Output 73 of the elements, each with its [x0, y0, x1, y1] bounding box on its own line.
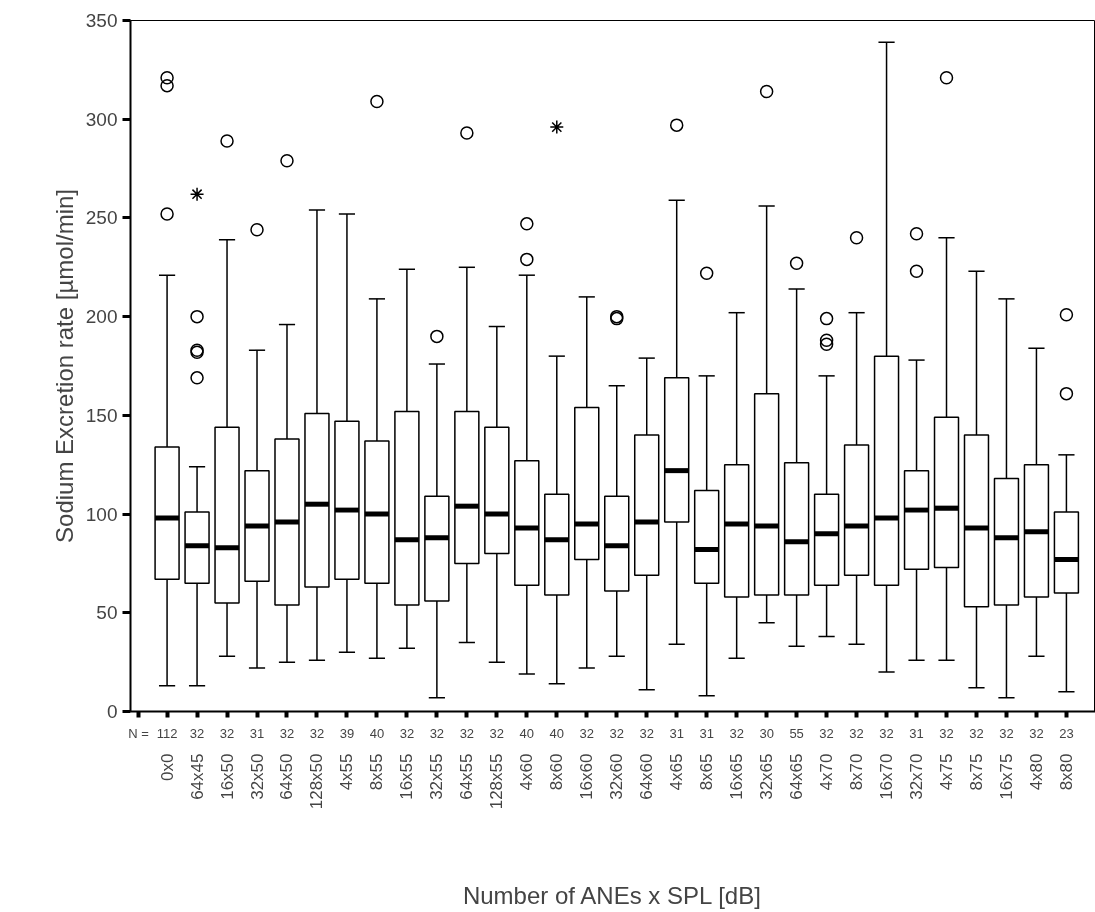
text: 32 — [999, 725, 1014, 741]
text: 23 — [1059, 725, 1074, 741]
y-tick-label: 50 — [96, 602, 118, 624]
text: 39 — [339, 725, 355, 741]
x-tick-label: 8x80 — [1056, 753, 1076, 791]
text: 32 — [459, 725, 475, 741]
text: 31 — [249, 725, 265, 741]
x-tick-label: 8x70 — [847, 753, 867, 791]
x-tick-label: 8x60 — [547, 753, 567, 791]
text: 32 — [1029, 725, 1044, 741]
x-tick-label: 16x75 — [996, 753, 1016, 800]
x-tick-label: 0x0 — [157, 753, 177, 781]
text: 32 — [399, 725, 415, 741]
text: 32 — [279, 725, 295, 741]
text: 55 — [789, 725, 804, 741]
x-tick-label: 8x75 — [966, 753, 986, 791]
x-tick-label: 32x65 — [757, 753, 777, 800]
x-tick-label: 32x70 — [907, 753, 927, 800]
x-tick-label: 4x80 — [1026, 753, 1046, 791]
text: 40 — [369, 725, 385, 741]
y-tick-label: 0 — [106, 701, 118, 722]
text: N = — [128, 725, 149, 741]
x-tick-label: 128x55 — [487, 753, 507, 810]
x-tick-label: 16x60 — [577, 753, 597, 800]
y-tick-label: 350 — [85, 10, 118, 31]
text: 32 — [189, 725, 205, 741]
text: 31 — [669, 725, 684, 741]
x-tick-label: 64x55 — [457, 753, 477, 800]
text: 32 — [639, 725, 654, 741]
text: 32 — [579, 725, 595, 741]
text: 40 — [519, 725, 535, 741]
text: 31 — [909, 725, 924, 741]
text: 32 — [879, 725, 894, 741]
text: 32 — [969, 725, 984, 741]
x-tick-label: 8x65 — [697, 753, 717, 791]
x-tick-label: 4x65 — [667, 753, 687, 791]
x-tick-label: 32x50 — [247, 753, 267, 800]
x-tick-label: 8x55 — [367, 753, 387, 791]
x-tick-label: 64x60 — [637, 753, 657, 800]
text: 32 — [849, 725, 864, 741]
x-tick-label: 64x50 — [277, 753, 297, 800]
x-tick-label: 32x55 — [427, 753, 447, 800]
text: 32 — [489, 725, 505, 741]
y-tick-label: 200 — [85, 306, 118, 328]
text: 30 — [759, 725, 774, 741]
text: 31 — [699, 725, 714, 741]
x-tick-label: 128x50 — [307, 753, 327, 810]
text: 40 — [549, 725, 565, 741]
x-tick-label: 16x65 — [727, 753, 747, 800]
y-tick-label: 100 — [85, 503, 118, 525]
text: 32 — [309, 725, 325, 741]
x-tick-label: 32x60 — [607, 753, 627, 800]
x-tick-label: 4x70 — [817, 753, 837, 791]
y-tick-label: 300 — [85, 108, 118, 130]
text: 32 — [819, 725, 834, 741]
text: 32 — [609, 725, 624, 741]
x-tick-label: 4x75 — [937, 753, 957, 791]
y-tick-label: 250 — [85, 207, 118, 229]
x-tick-label: 16x70 — [877, 753, 897, 800]
x-tick-label: 16x55 — [397, 753, 417, 800]
text: 32 — [939, 725, 954, 741]
x-axis-title: Number of ANEs x SPL [dB] — [462, 882, 761, 910]
x-tick-label: 4x60 — [517, 753, 537, 791]
y-axis-title: Sodium Excretion rate [µmol/min] — [50, 189, 78, 543]
x-tick-label: 16x50 — [217, 753, 237, 800]
text: 32 — [429, 725, 445, 741]
text: 112 — [156, 725, 178, 741]
x-tick-label: 64x45 — [187, 753, 207, 800]
text: 32 — [729, 725, 744, 741]
x-tick-label: 64x65 — [787, 753, 807, 800]
text: 32 — [219, 725, 235, 741]
x-tick-label: 4x55 — [337, 753, 357, 791]
y-tick-label: 150 — [85, 404, 118, 426]
